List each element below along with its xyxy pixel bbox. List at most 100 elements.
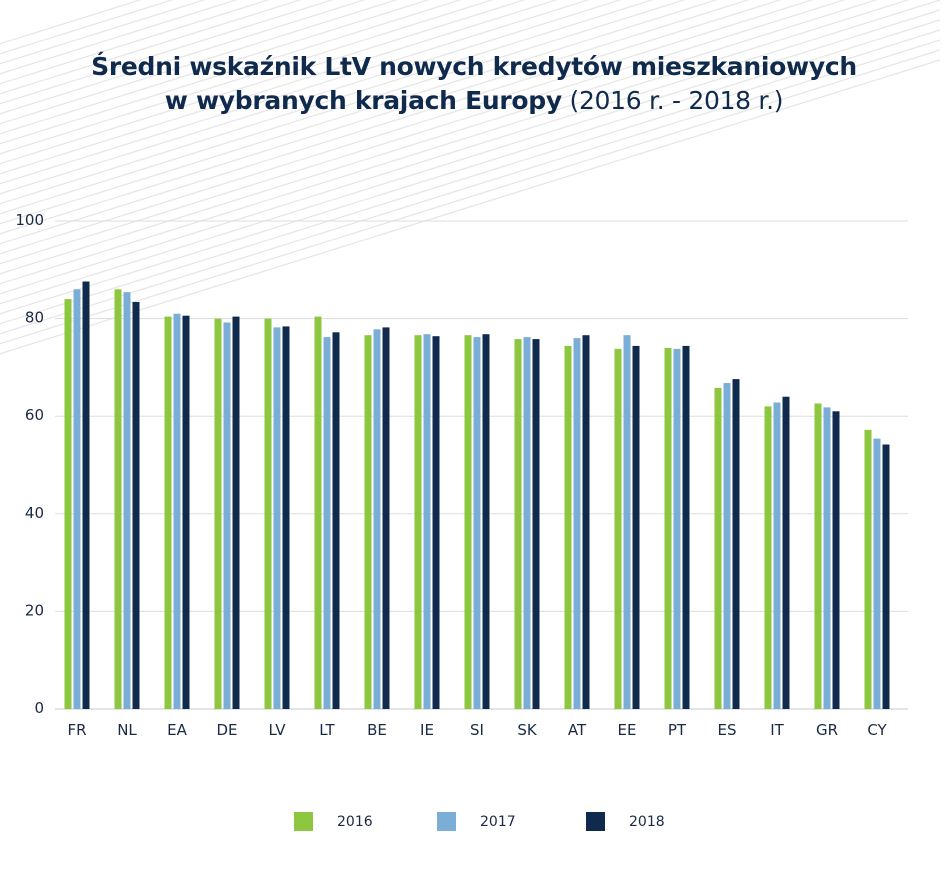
stripe-line (0, 0, 719, 225)
x-tick-label: NL (117, 721, 137, 739)
legend-item-2016: 2016 (294, 812, 373, 831)
bar-gr-2016 (814, 403, 822, 709)
bar-si-2017 (473, 337, 481, 709)
bar-fr-2016 (64, 299, 72, 709)
bar-ea-2016 (164, 316, 172, 709)
stripe-line (0, 0, 591, 185)
legend-label-2018: 2018 (629, 813, 665, 830)
x-tick-label: LT (319, 721, 335, 739)
x-tick-label: ES (718, 721, 737, 739)
bar-lv-2017 (273, 327, 281, 709)
stripe-line (0, 0, 911, 285)
bar-si-2018 (482, 334, 490, 709)
chart-legend: 2016 2017 2018 (0, 812, 948, 842)
x-tick-label: AT (568, 721, 587, 739)
chart-title-line-2: w wybranych krajach Europy (2016 r. - 20… (0, 84, 948, 118)
stripe-line (0, 0, 335, 105)
stripe-line (0, 0, 367, 115)
x-tick-label: SI (470, 721, 484, 739)
stripe-line (0, 29, 941, 325)
stripe-line (0, 0, 271, 85)
stripe-line (0, 0, 527, 165)
y-tick-label: 0 (34, 699, 44, 717)
stripe-line (0, 0, 303, 95)
bar-si-2016 (464, 335, 472, 709)
legend-item-2018: 2018 (586, 812, 665, 831)
stripe-line (0, 0, 815, 255)
y-tick-label: 40 (25, 504, 44, 522)
bar-be-2018 (382, 327, 390, 709)
bar-de-2016 (214, 318, 222, 709)
stripe-line (0, 0, 431, 135)
stripe-line (0, 59, 941, 355)
y-tick-label: 60 (25, 406, 44, 424)
stripe-line (0, 0, 495, 155)
bar-ie-2018 (432, 336, 440, 709)
bar-sk-2016 (514, 339, 522, 709)
bar-be-2017 (373, 329, 381, 709)
bar-ee-2018 (632, 345, 640, 709)
legend-swatch-2016 (294, 812, 313, 831)
stripe-line (0, 0, 879, 275)
stripe-line (0, 0, 399, 125)
bar-fr-2017 (73, 289, 81, 709)
stripe-line (0, 0, 463, 145)
bar-it-2018 (782, 396, 790, 709)
bar-at-2016 (564, 345, 572, 709)
bar-es-2018 (732, 379, 740, 709)
bar-es-2017 (723, 383, 731, 709)
legend-label-2016: 2016 (337, 813, 373, 830)
stripe-line (0, 0, 623, 195)
x-tick-label: DE (216, 721, 237, 739)
bar-ie-2016 (414, 335, 422, 709)
bar-pt-2018 (682, 345, 690, 709)
bar-pt-2017 (673, 348, 681, 709)
bar-cy-2017 (873, 438, 881, 709)
bar-gr-2017 (823, 407, 831, 709)
legend-item-2017: 2017 (437, 812, 516, 831)
stripe-line (0, 0, 559, 175)
legend-swatch-2018 (586, 812, 605, 831)
x-tick-label: IE (420, 721, 434, 739)
stripe-line (0, 49, 941, 345)
chart-title-line-2-bold: w wybranych krajach Europy (164, 86, 562, 115)
chart-title-period: (2016 r. - 2018 r.) (561, 86, 784, 115)
bar-lt-2016 (314, 316, 322, 709)
stripe-line (0, 0, 687, 215)
stripe-line (0, 19, 941, 315)
bar-cy-2018 (882, 444, 890, 709)
stripe-line (0, 0, 847, 265)
bar-nl-2017 (123, 292, 131, 709)
x-tick-label: CY (867, 721, 887, 739)
bar-cy-2016 (864, 429, 872, 709)
bar-sk-2018 (532, 339, 540, 709)
bar-nl-2018 (132, 302, 140, 709)
x-tick-label: GR (816, 721, 838, 739)
bar-at-2017 (573, 338, 581, 709)
stripe-line (0, 0, 941, 295)
x-tick-label: BE (367, 721, 387, 739)
stripe-line (0, 0, 175, 55)
stripe-line (0, 0, 207, 65)
chart-title-line-1: Średni wskaźnik LtV nowych kredytów mies… (91, 52, 857, 81)
bar-at-2018 (582, 335, 590, 709)
bar-gr-2018 (832, 411, 840, 709)
stripe-line (0, 0, 239, 75)
stripe-line (0, 9, 941, 305)
bar-pt-2016 (664, 347, 672, 709)
x-tick-label: IT (770, 721, 784, 739)
y-tick-label: 80 (25, 309, 44, 327)
x-tick-label: SK (517, 721, 538, 739)
x-tick-label: FR (67, 721, 86, 739)
bar-it-2017 (773, 402, 781, 709)
bar-ee-2016 (614, 348, 622, 709)
bar-ie-2017 (423, 334, 431, 709)
bar-ea-2018 (182, 315, 190, 709)
y-tick-label: 20 (25, 601, 44, 619)
stripe-line (0, 0, 751, 235)
stripe-line (0, 39, 941, 335)
bar-ea-2017 (173, 313, 181, 709)
bar-nl-2016 (114, 289, 122, 709)
x-tick-label: PT (668, 721, 687, 739)
